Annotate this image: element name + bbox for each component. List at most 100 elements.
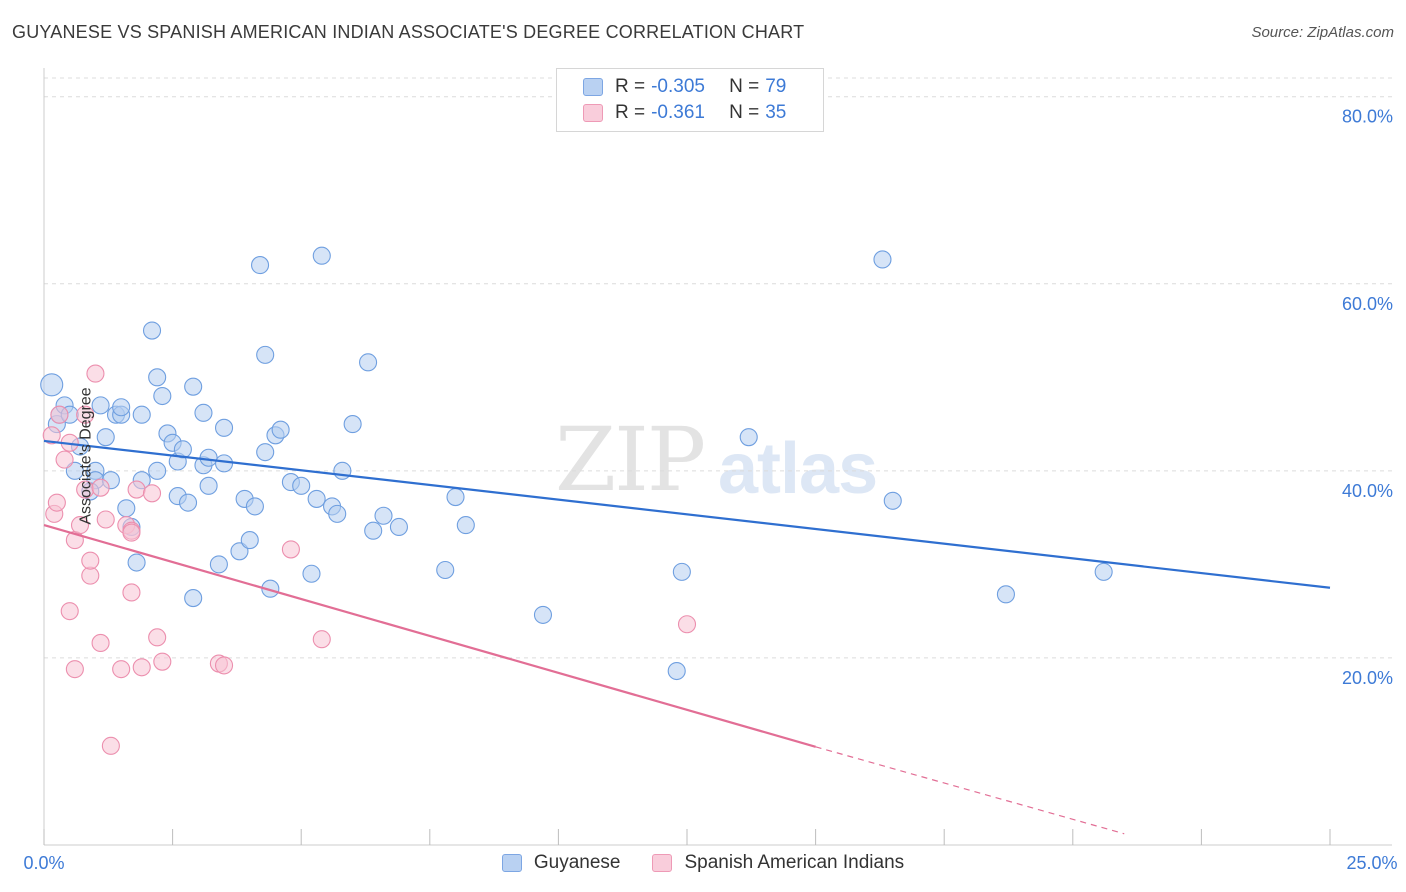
point-guyanese (96, 428, 115, 447)
point-spanish-american-indians (132, 658, 151, 677)
stats-legend: R = -0.305 N = 79 R = -0.361 N = 35 (556, 68, 824, 132)
point-spanish-american-indians (55, 450, 74, 469)
legend-item-guyanese[interactable]: Guyanese (501, 852, 621, 874)
point-guyanese (302, 564, 321, 583)
point-guyanese (194, 403, 213, 422)
point-guyanese (199, 448, 218, 467)
y-tick-label: 40.0% (1342, 481, 1393, 501)
point-guyanese (214, 454, 234, 473)
point-spanish-american-indians (50, 405, 69, 424)
chart-title: GUYANESE VS SPANISH AMERICAN INDIAN ASSO… (12, 22, 805, 42)
point-spanish-american-indians (86, 364, 105, 383)
point-guyanese (996, 585, 1015, 604)
point-spanish-american-indians (96, 510, 115, 529)
point-guyanese (245, 497, 264, 516)
point-guyanese (184, 377, 203, 396)
point-guyanese (209, 555, 228, 574)
point-guyanese (667, 661, 686, 681)
legend-label-spanish-american-indians: Spanish American Indians (684, 852, 905, 873)
point-guyanese (739, 428, 758, 447)
point-guyanese (230, 542, 249, 561)
point-guyanese (256, 443, 275, 462)
point-guyanese (446, 487, 465, 507)
point-spanish-american-indians (122, 523, 141, 542)
point-guyanese (40, 373, 64, 397)
legend-r-value: -0.305 (651, 76, 705, 97)
point-guyanese (214, 418, 234, 437)
point-guyanese (389, 517, 408, 537)
point-guyanese (148, 368, 167, 387)
point-spanish-american-indians (91, 633, 110, 653)
x-tick-label: 25.0% (1346, 853, 1397, 873)
legend-r-label: R = (615, 102, 646, 123)
point-spanish-american-indians (677, 615, 697, 634)
y-tick-label: 20.0% (1342, 668, 1393, 688)
legend-r-value: -0.361 (651, 102, 705, 123)
legend-row-guyanese: R = -0.305 N = 79 (583, 75, 786, 99)
legend-swatch-guyanese (501, 854, 522, 872)
point-spanish-american-indians (112, 660, 131, 679)
point-guyanese (250, 256, 270, 275)
legend-row-spanish-american-indians: R = -0.361 N = 35 (583, 101, 786, 125)
series-legend: Guyanese Spanish American Indians (0, 852, 1406, 874)
legend-swatch-spanish-american-indians (583, 104, 603, 122)
point-spanish-american-indians (122, 583, 141, 602)
point-guyanese (256, 345, 275, 364)
legend-label-guyanese: Guyanese (533, 852, 621, 873)
point-spanish-american-indians (91, 478, 110, 497)
point-spanish-american-indians (70, 516, 90, 535)
point-guyanese (873, 250, 892, 269)
point-guyanese (374, 506, 393, 525)
point-guyanese (153, 386, 172, 406)
point-guyanese (65, 461, 84, 480)
point-spanish-american-indians (60, 602, 79, 621)
point-guyanese (533, 605, 553, 624)
watermark-zip: ZIP (555, 408, 706, 511)
point-spanish-american-indians (153, 652, 172, 671)
y-tick-label: 60.0% (1342, 294, 1393, 314)
point-spanish-american-indians (127, 480, 146, 499)
point-guyanese (883, 491, 902, 510)
point-guyanese (456, 516, 475, 535)
point-guyanese (328, 504, 347, 523)
point-spanish-american-indians (142, 484, 162, 503)
point-guyanese (343, 415, 362, 434)
legend-n-label: N = (729, 76, 760, 97)
point-spanish-american-indians (312, 630, 331, 649)
legend-swatch-spanish-american-indians (652, 854, 673, 872)
point-guyanese (271, 420, 290, 439)
point-spanish-american-indians (148, 628, 167, 647)
point-spanish-american-indians (214, 656, 234, 675)
legend-n-label: N = (729, 102, 760, 123)
legend-item-spanish-american-indians[interactable]: Spanish American Indians (652, 852, 904, 874)
source-label: Source: ZipAtlas.com (1251, 24, 1394, 41)
point-spanish-american-indians (81, 551, 100, 570)
point-guyanese (112, 398, 131, 417)
point-spanish-american-indians (101, 736, 120, 755)
y-axis-label: Associate's Degree (77, 387, 95, 525)
point-spanish-american-indians (281, 540, 300, 559)
point-guyanese (91, 396, 110, 415)
point-guyanese (132, 405, 151, 424)
point-guyanese (199, 476, 218, 495)
point-spanish-american-indians (47, 493, 66, 512)
point-guyanese (292, 476, 311, 495)
legend-r-label: R = (615, 76, 646, 97)
point-guyanese (333, 461, 352, 480)
trend-line-spanish-american-indians-extension (815, 746, 1125, 835)
point-guyanese (184, 589, 203, 608)
point-spanish-american-indians (65, 660, 84, 679)
point-guyanese (436, 560, 455, 580)
x-tick-label: 0.0% (23, 853, 64, 873)
trend-line-spanish-american-indians (43, 524, 816, 748)
point-spanish-american-indians (76, 405, 95, 424)
y-tick-label: 80.0% (1342, 107, 1393, 127)
point-guyanese (672, 562, 691, 581)
point-guyanese (148, 461, 167, 480)
legend-n-value: 35 (765, 102, 787, 123)
point-guyanese (359, 353, 378, 372)
point-guyanese (312, 246, 331, 265)
point-spanish-american-indians (42, 426, 61, 445)
point-guyanese (364, 521, 383, 540)
